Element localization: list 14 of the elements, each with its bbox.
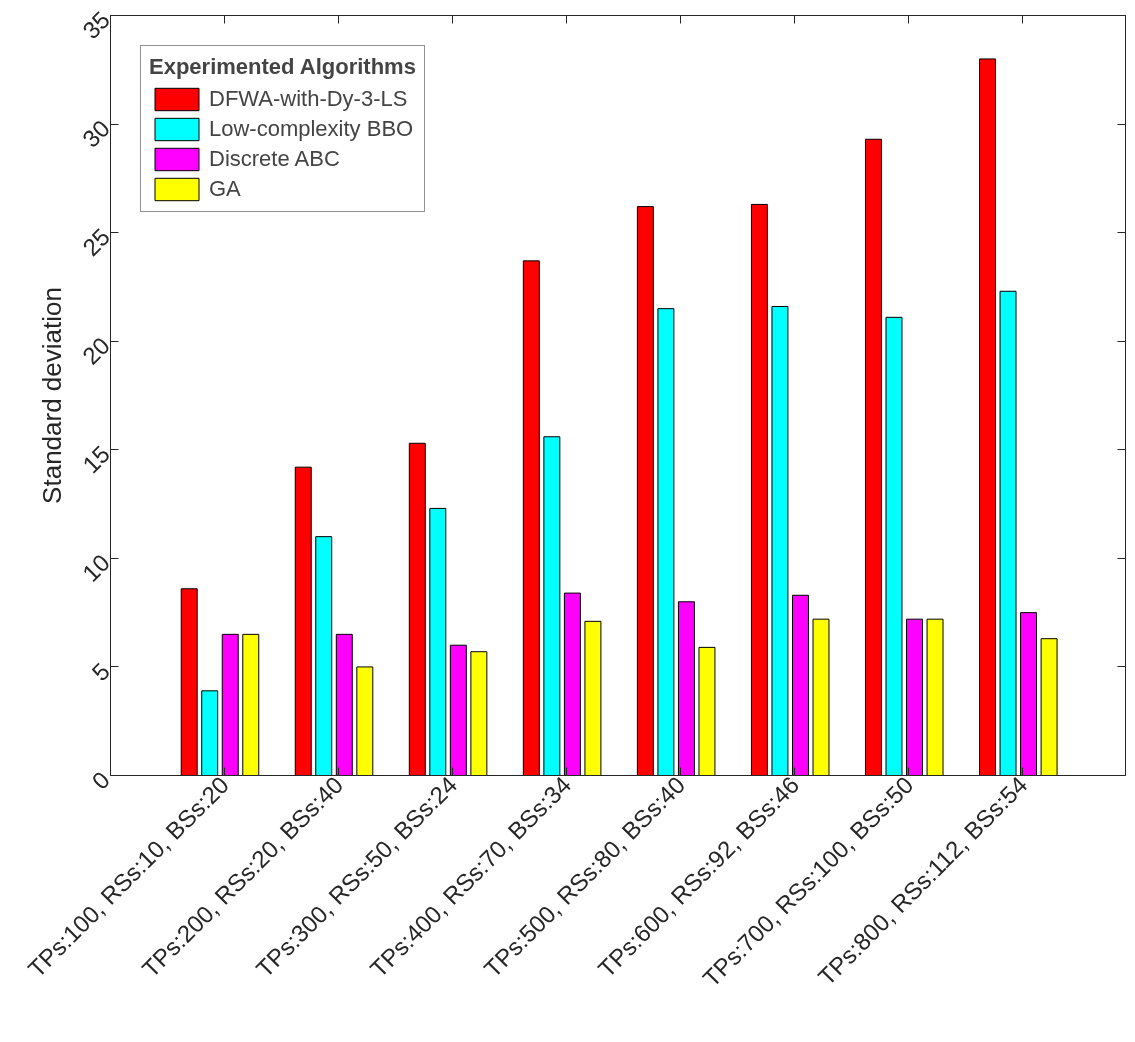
y-tick-label: 0 [86, 765, 116, 795]
y-tick-label: 30 [77, 114, 116, 153]
legend-label: Discrete ABC [209, 145, 340, 173]
y-tick-label: 35 [77, 5, 116, 44]
legend-label: Low-complexity BBO [209, 115, 414, 143]
y-tick-label: 5 [86, 657, 116, 686]
y-tick-label: 10 [77, 548, 116, 587]
y-tick-label: 20 [77, 331, 116, 370]
legend-label: GA [209, 175, 241, 203]
legend-title: Experimented Algorithms [149, 54, 416, 80]
legend-label: DFWA-with-Dy-3-LS [209, 85, 408, 113]
y-tick-label: 15 [77, 440, 116, 479]
y-axis-title: Standard deviation [36, 287, 67, 504]
y-tick-label: 25 [77, 223, 116, 262]
